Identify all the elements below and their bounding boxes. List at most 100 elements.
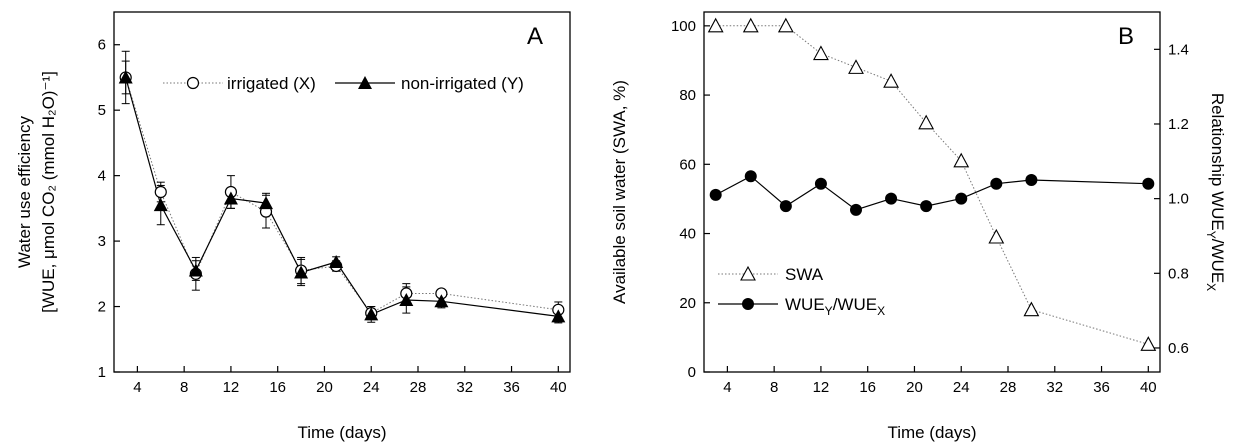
panel-b-legend: SWA WUEY/WUEX — [718, 265, 885, 318]
panel-a-y-axis-label-line2: [WUE, μmol CO₂ (mmol H₂O)⁻¹] — [39, 71, 58, 313]
wue-ratio-point — [955, 192, 968, 205]
panel-a-x-axis-label: Time (days) — [297, 423, 386, 442]
panel-a-y-ticks: 1 2 3 4 5 6 — [98, 37, 120, 381]
x-tick-label: 24 — [363, 379, 380, 396]
non-irrigated-point — [223, 191, 238, 205]
x-tick-label: 16 — [269, 379, 286, 396]
wue-ratio-point — [885, 192, 898, 205]
wue-ratio-point — [779, 200, 792, 213]
left-y-tick-label: 20 — [679, 295, 696, 312]
x-tick-label: 8 — [770, 379, 778, 396]
wue-ratio-point — [850, 203, 862, 216]
y-tick-label: 1 — [98, 364, 106, 381]
non-irrigated-point — [294, 265, 309, 279]
panel-b-series — [707, 17, 1157, 351]
swa-point — [707, 17, 724, 33]
left-y-tick-label: 0 — [688, 364, 696, 381]
non-irrigated-series-line — [125, 77, 559, 317]
legend-non-irrigated-marker — [358, 76, 372, 89]
legend-swa-label: SWA — [785, 265, 824, 284]
left-y-tick-label: 80 — [679, 87, 696, 104]
x-tick-label: 32 — [1046, 379, 1063, 396]
x-tick-label: 24 — [953, 379, 970, 396]
legend-wue-ratio-label: WUEY/WUEX — [785, 295, 885, 318]
wue-ratio-point — [1142, 177, 1155, 190]
panel-a-plot-area — [113, 11, 571, 373]
swa-series-line — [715, 25, 1149, 345]
x-tick-label: 28 — [410, 379, 427, 396]
x-tick-label: 4 — [133, 379, 141, 396]
legend-irrigated-marker — [186, 76, 200, 90]
non-irrigated-point — [153, 198, 168, 212]
non-irrigated-point — [551, 309, 566, 323]
y-tick-label: 2 — [98, 299, 106, 316]
panel-b-label: B — [1118, 23, 1134, 50]
x-tick-label: 12 — [813, 379, 830, 396]
swa-point — [1140, 336, 1157, 351]
x-tick-label: 8 — [180, 379, 188, 396]
x-tick-label: 32 — [456, 379, 473, 396]
irrigated-point — [154, 185, 167, 199]
panel-b-left-y-axis-label: Available soil water (SWA, %) — [610, 80, 629, 304]
panel-b-right-y-ticks: 0.6 0.8 1.0 1.2 1.4 — [1154, 41, 1189, 357]
y-tick-label: 3 — [98, 233, 106, 250]
legend-swa-marker — [740, 265, 756, 281]
wue-ratio-point — [1025, 173, 1038, 186]
x-tick-label: 12 — [223, 379, 240, 396]
x-tick-label: 16 — [859, 379, 876, 396]
x-tick-label: 36 — [1093, 379, 1110, 396]
panel-a-series — [118, 50, 566, 324]
panel-b-right-y-axis-label: Relationship WUEY/WUEX — [1204, 93, 1227, 291]
x-tick-label: 20 — [316, 379, 333, 396]
wue-ratio-point — [920, 200, 933, 213]
panel-b-left-y-ticks: 0 20 40 60 80 100 — [671, 18, 710, 381]
legend-wue-ratio-marker — [742, 298, 754, 310]
non-irrigated-point — [399, 293, 414, 306]
non-irrigated-point — [188, 263, 203, 277]
x-tick-label: 4 — [723, 379, 731, 396]
right-y-tick-label: 0.8 — [1168, 265, 1189, 282]
y-tick-label: 4 — [98, 168, 106, 185]
swa-point — [883, 73, 899, 88]
swa-point — [848, 59, 864, 74]
right-y-tick-label: 1.4 — [1168, 41, 1189, 58]
non-irrigated-point — [118, 70, 133, 84]
non-irrigated-point — [364, 307, 379, 321]
legend-irrigated-label: irrigated (X) — [227, 74, 316, 93]
non-irrigated-point — [259, 196, 273, 210]
x-tick-label: 40 — [1140, 379, 1157, 396]
swa-point — [988, 228, 1005, 244]
x-tick-label: 40 — [550, 379, 567, 396]
non-irrigated-point — [329, 255, 344, 269]
swa-point — [813, 45, 829, 61]
panel-b: 4 8 12 16 20 24 28 32 36 40 0 20 40 60 80 100 0.6 0.8 1.… — [610, 11, 1227, 442]
wue-ratio-point — [709, 188, 722, 201]
x-tick-label: 36 — [503, 379, 520, 396]
wue-ratio-point — [990, 177, 1003, 190]
x-tick-label: 20 — [906, 379, 923, 396]
right-y-tick-label: 1.2 — [1168, 116, 1189, 133]
left-y-tick-label: 60 — [679, 156, 696, 173]
wue-ratio-point — [744, 170, 757, 183]
panel-b-x-ticks: 4 8 12 16 20 24 28 32 36 40 — [723, 366, 1157, 396]
swa-point — [918, 114, 935, 130]
wue-ratio-point — [814, 177, 827, 190]
y-tick-label: 5 — [98, 102, 106, 119]
x-tick-label: 28 — [1000, 379, 1017, 396]
irrigated-series-line — [125, 77, 559, 314]
non-irrigated-point — [434, 294, 449, 308]
panel-a-label: A — [527, 23, 543, 50]
swa-point — [777, 17, 794, 33]
swa-point — [953, 152, 970, 168]
left-y-tick-label: 40 — [679, 226, 696, 243]
panel-b-plot-area — [703, 11, 1161, 373]
left-y-tick-label: 100 — [671, 18, 696, 35]
right-y-tick-label: 1.0 — [1168, 191, 1189, 208]
swa-point — [1023, 301, 1040, 317]
panel-a-legend: irrigated (X) non-irrigated (Y) — [163, 74, 524, 93]
panel-b-x-axis-label: Time (days) — [887, 423, 976, 442]
swa-point — [742, 17, 759, 33]
panel-a-y-axis-label-line1: Water use efficiency — [15, 115, 34, 268]
